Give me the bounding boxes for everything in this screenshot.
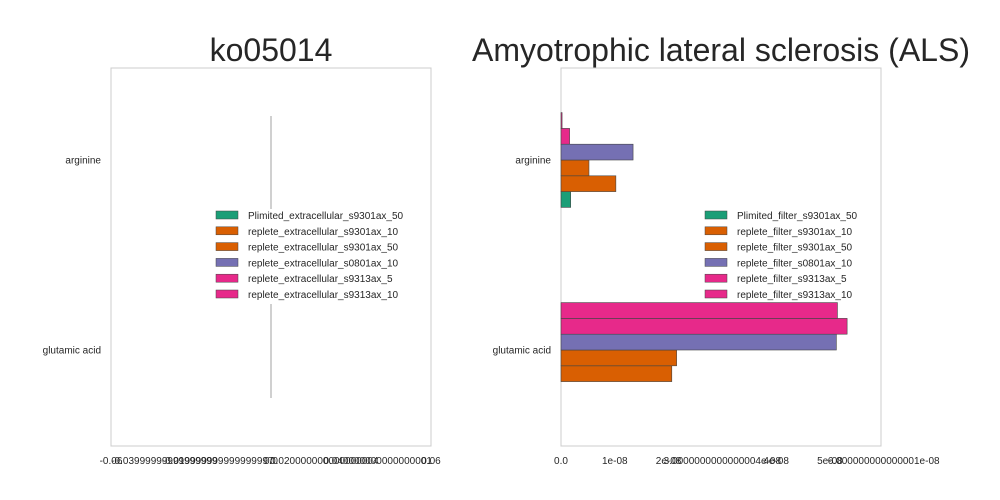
x-tick-label: 0.020000000000000004 <box>270 456 379 467</box>
bar <box>560 159 590 177</box>
bar <box>560 191 571 208</box>
legend-swatch <box>215 289 239 299</box>
legend-swatch <box>704 242 728 251</box>
legend-swatch <box>215 226 239 236</box>
legend-label: replete_filter_s9301ax_10 <box>737 227 853 238</box>
bar <box>560 175 617 192</box>
bar <box>560 333 837 351</box>
x-tick-label: 3.0000000000000004e-08 <box>664 456 782 467</box>
bar <box>560 349 677 367</box>
x-tick-label: 0.040000000000000001 <box>323 456 432 467</box>
x-tick-label: 4e-08 <box>763 456 789 467</box>
x-tick-label: 2e-08 <box>656 456 682 467</box>
legend-label: replete_extracellular_s9301ax_50 <box>248 243 399 254</box>
bar <box>560 112 563 129</box>
chart-title: ko05014 <box>210 32 333 68</box>
legend-label: replete_filter_s9313ax_10 <box>737 290 853 301</box>
plot-frame <box>560 67 882 447</box>
legend-label: replete_filter_s9313ax_5 <box>737 274 847 285</box>
bar <box>560 365 673 382</box>
y-tick-label: glutamic acid <box>43 346 101 357</box>
legend: Plimited_extracellular_s9301ax_50replete… <box>215 210 404 301</box>
legend-swatch <box>704 273 728 283</box>
legend-swatch <box>704 289 728 299</box>
legend-label: Plimited_extracellular_s9301ax_50 <box>248 211 404 222</box>
legend-swatch <box>215 258 239 267</box>
legend-swatch <box>704 258 728 267</box>
legend-label: replete_filter_s0801ax_10 <box>737 258 853 269</box>
x-tick-label: 6.000000000000001e-08 <box>828 456 940 467</box>
legend-swatch <box>704 210 728 220</box>
x-tick-label: 0.0 <box>554 456 568 467</box>
y-tick-label: arginine <box>65 156 101 167</box>
bar <box>560 143 634 161</box>
legend-label: Plimited_filter_s9301ax_50 <box>737 211 858 222</box>
legend-label: replete_filter_s9301ax_50 <box>737 243 853 254</box>
x-tick-label: 1e-08 <box>602 456 628 467</box>
x-tick-label: -0.019999999999999997 <box>162 456 274 467</box>
legend-label: replete_extracellular_s9301ax_10 <box>248 227 399 238</box>
legend-swatch <box>215 273 239 283</box>
legend-swatch <box>215 242 239 251</box>
legend-label: replete_extracellular_s9313ax_5 <box>248 274 393 285</box>
plot-frame <box>110 67 432 447</box>
legend-swatch <box>215 210 239 220</box>
legend: Plimited_filter_s9301ax_50 replete_filter… <box>704 210 858 301</box>
legend-label: replete_extracellular_s9313ax_10 <box>248 290 399 301</box>
chart-panel-1: ko05014 arginine glutamic acid -0.06-0.0399… <box>43 32 442 467</box>
x-tick-label: -0.03999999999999999 <box>111 456 218 467</box>
bar <box>560 318 848 335</box>
y-tick-label: arginine <box>515 156 551 167</box>
chart-panel-2: Amyotrophic lateral sclerosis (ALS) argin… <box>472 32 970 467</box>
chart-title: Amyotrophic lateral sclerosis (ALS) <box>472 32 970 68</box>
x-tick-label: 0.06 <box>421 456 441 467</box>
x-tick-label: 0.0 <box>264 456 278 467</box>
legend-label: replete_extracellular_s0801ax_10 <box>248 258 399 269</box>
x-tick-label: -0.06 <box>100 456 123 467</box>
bar <box>560 302 838 319</box>
bar <box>560 128 570 145</box>
x-tick-label: 5e-08 <box>817 456 843 467</box>
y-tick-label: glutamic acid <box>493 346 551 357</box>
legend-swatch <box>704 226 728 236</box>
